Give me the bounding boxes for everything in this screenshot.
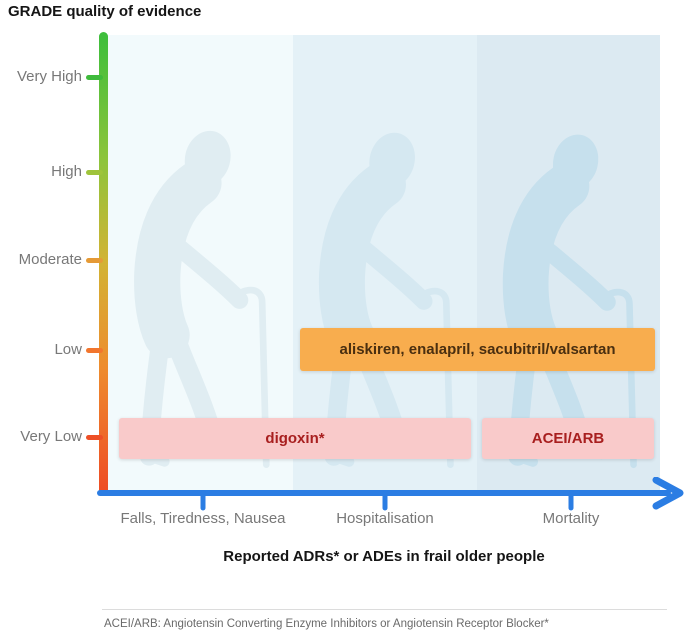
y-axis-title: GRADE quality of evidence (8, 3, 202, 20)
annotation-acei-arb: ACEI/ARB (482, 418, 654, 459)
y-label-high: High (51, 163, 82, 180)
annotation-digoxin: digoxin* (119, 418, 471, 459)
x-axis-arrow (97, 477, 684, 511)
x-label-falls-tiredness-nausea: Falls, Tiredness, Nausea (120, 510, 286, 527)
y-label-low: Low (54, 341, 82, 358)
y-tick-moderate (86, 258, 103, 263)
band-hospitalisation (293, 35, 477, 490)
y-label-very-high: Very High (16, 68, 82, 85)
y-tick-very-high (86, 75, 103, 80)
x-label-mortality: Mortality (542, 510, 600, 527)
y-axis-gradient-bar (99, 32, 108, 492)
annotation-aliskiren-enalapril-sacubitril-valsartan: aliskiren, enalapril, sacubitril/valsart… (300, 328, 655, 371)
footnote-text: ACEI/ARB: Angiotensin Converting Enzyme … (104, 618, 549, 630)
footer-divider (102, 609, 667, 610)
x-label-hospitalisation: Hospitalisation (336, 510, 434, 527)
plot-area (108, 35, 660, 490)
y-label-very-low: Very Low (20, 428, 82, 445)
y-tick-high (86, 170, 103, 175)
x-axis-title: Reported ADRs* or ADEs in frail older pe… (223, 548, 545, 565)
y-tick-very-low (86, 435, 103, 440)
y-tick-low (86, 348, 103, 353)
y-label-moderate: Moderate (18, 251, 82, 268)
band-falls (108, 35, 293, 490)
